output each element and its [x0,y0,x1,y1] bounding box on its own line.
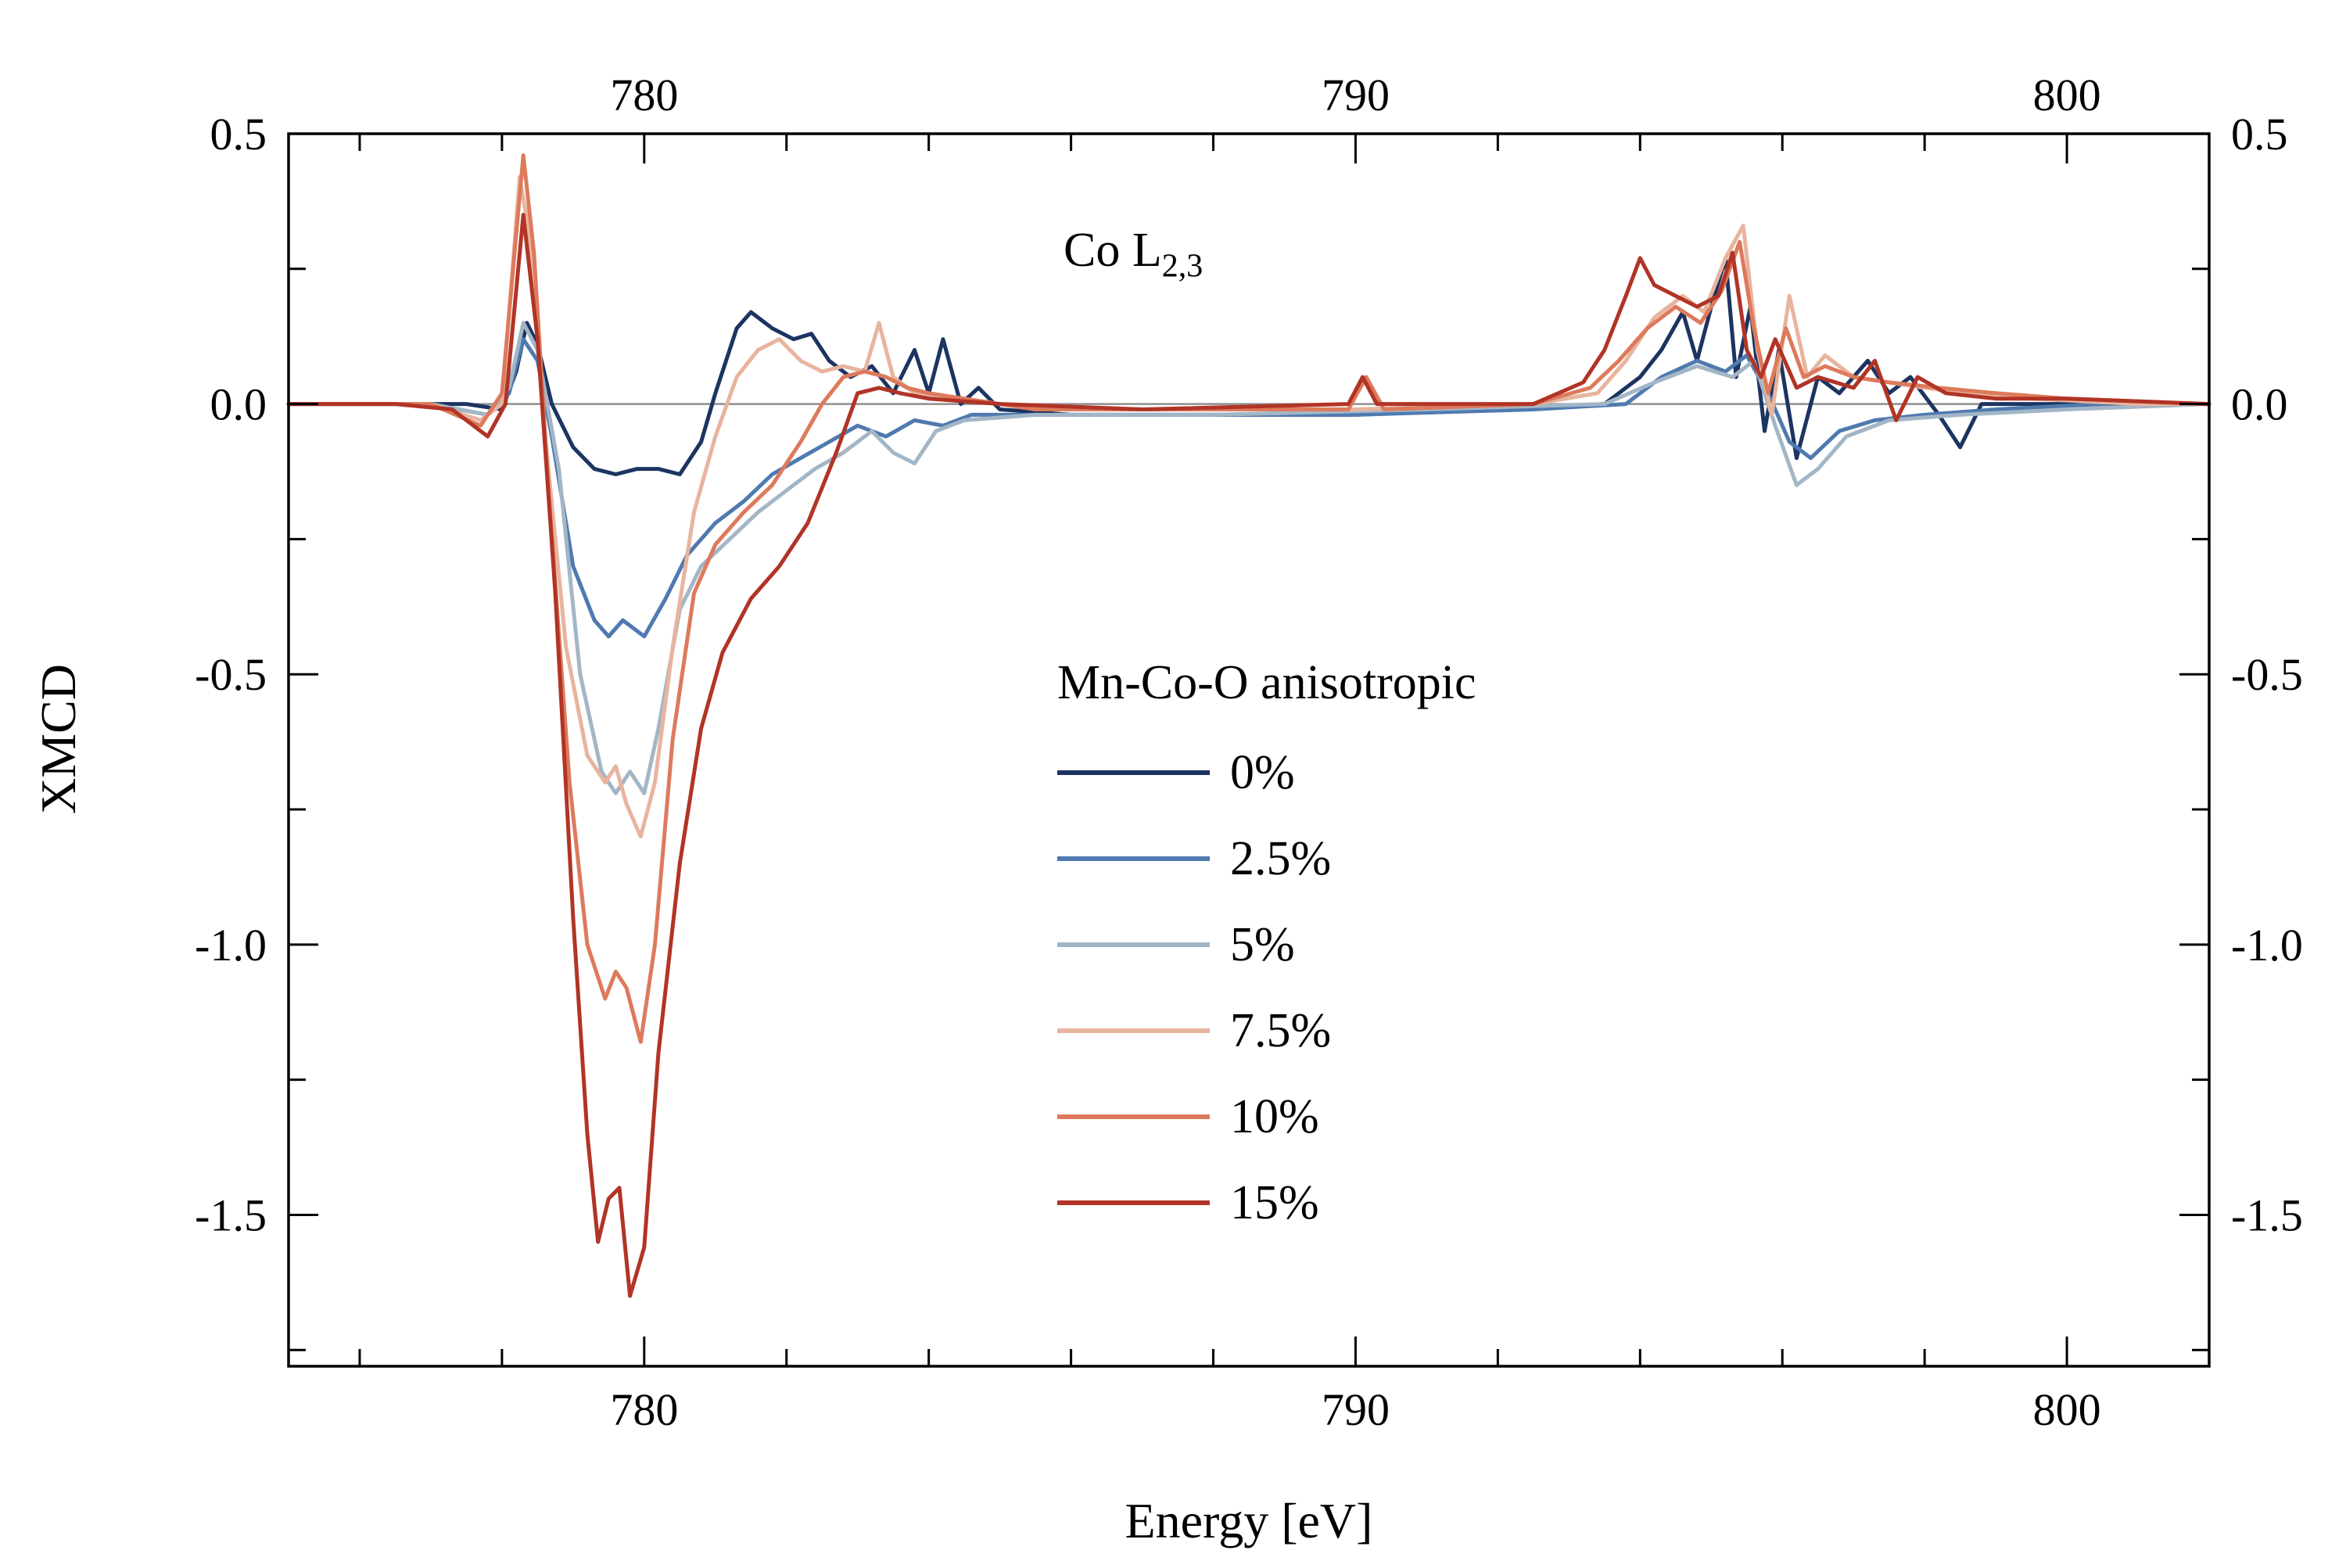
x-tick-label-bottom: 800 [2033,1384,2101,1435]
y-tick-label-left: -0.5 [195,649,267,700]
legend-swatch-2-5pct [1057,856,1210,861]
x-tick-label-top: 800 [2033,70,2101,120]
legend-item-7-5pct: 7.5% [1057,988,1476,1074]
y-tick-label-right: -1.0 [2231,920,2303,971]
legend-item-10pct: 10% [1057,1074,1476,1160]
series-lines [286,153,2211,1298]
x-tick-label-bottom: 790 [1322,1384,1390,1435]
legend-swatch-0pct [1057,770,1210,775]
legend: Mn-Co-O anisotropic 0% 2.5% 5% 7.5% 10% … [1057,655,1476,1246]
y-tick-label-right: -0.5 [2231,649,2303,700]
plot-annotation: Co L2,3 [1064,223,1203,285]
x-tick-label-top: 790 [1322,70,1390,120]
tick-labels: 780 780 790 790 800 800 0.5 0.5 0.0 0.0 -0.5 -0.5 -1… [195,70,2303,1435]
series-line-15% [286,213,2211,1298]
legend-title: Mn-Co-O anisotropic [1057,656,1476,709]
plot-frame [287,132,2211,1368]
series-line-2.5% [286,337,2211,639]
plot-annotation-text: Co L [1064,224,1162,277]
y-tick-label-right: 0.5 [2231,109,2288,160]
series-line-7.5% [286,174,2211,839]
legend-label-2-5pct: 2.5% [1230,831,1332,885]
x-axis-label: Energy [eV] [1125,1493,1373,1548]
legend-swatch-7-5pct [1057,1028,1210,1033]
legend-label-5pct: 5% [1230,917,1295,971]
series-line-0% [286,256,2211,476]
x-tick-label-top: 780 [610,70,678,120]
y-tick-label-left: 0.5 [210,109,267,160]
y-tick-label-left: 0.0 [210,379,267,430]
plot-annotation-subscript: 2,3 [1161,248,1203,285]
legend-label-10pct: 10% [1230,1089,1319,1143]
legend-swatch-15pct [1057,1200,1210,1205]
y-tick-label-right: -1.5 [2231,1189,2303,1240]
series-line-5% [286,321,2211,795]
y-axis-label: XMCD [30,663,86,815]
y-tick-label-right: 0.0 [2231,379,2288,430]
legend-item-5pct: 5% [1057,902,1476,988]
axis-ticks [289,132,2209,1366]
legend-item-15pct: 15% [1057,1160,1476,1246]
legend-swatch-10pct [1057,1114,1210,1119]
legend-swatch-5pct [1057,942,1210,947]
legend-label-7-5pct: 7.5% [1230,1003,1332,1057]
legend-item-0pct: 0% [1057,730,1476,816]
legend-label-0pct: 0% [1230,745,1295,799]
y-tick-label-left: -1.5 [195,1189,267,1240]
x-tick-label-bottom: 780 [610,1384,678,1435]
y-tick-label-left: -1.0 [195,920,267,971]
legend-label-15pct: 15% [1230,1175,1319,1229]
legend-item-2-5pct: 2.5% [1057,816,1476,902]
